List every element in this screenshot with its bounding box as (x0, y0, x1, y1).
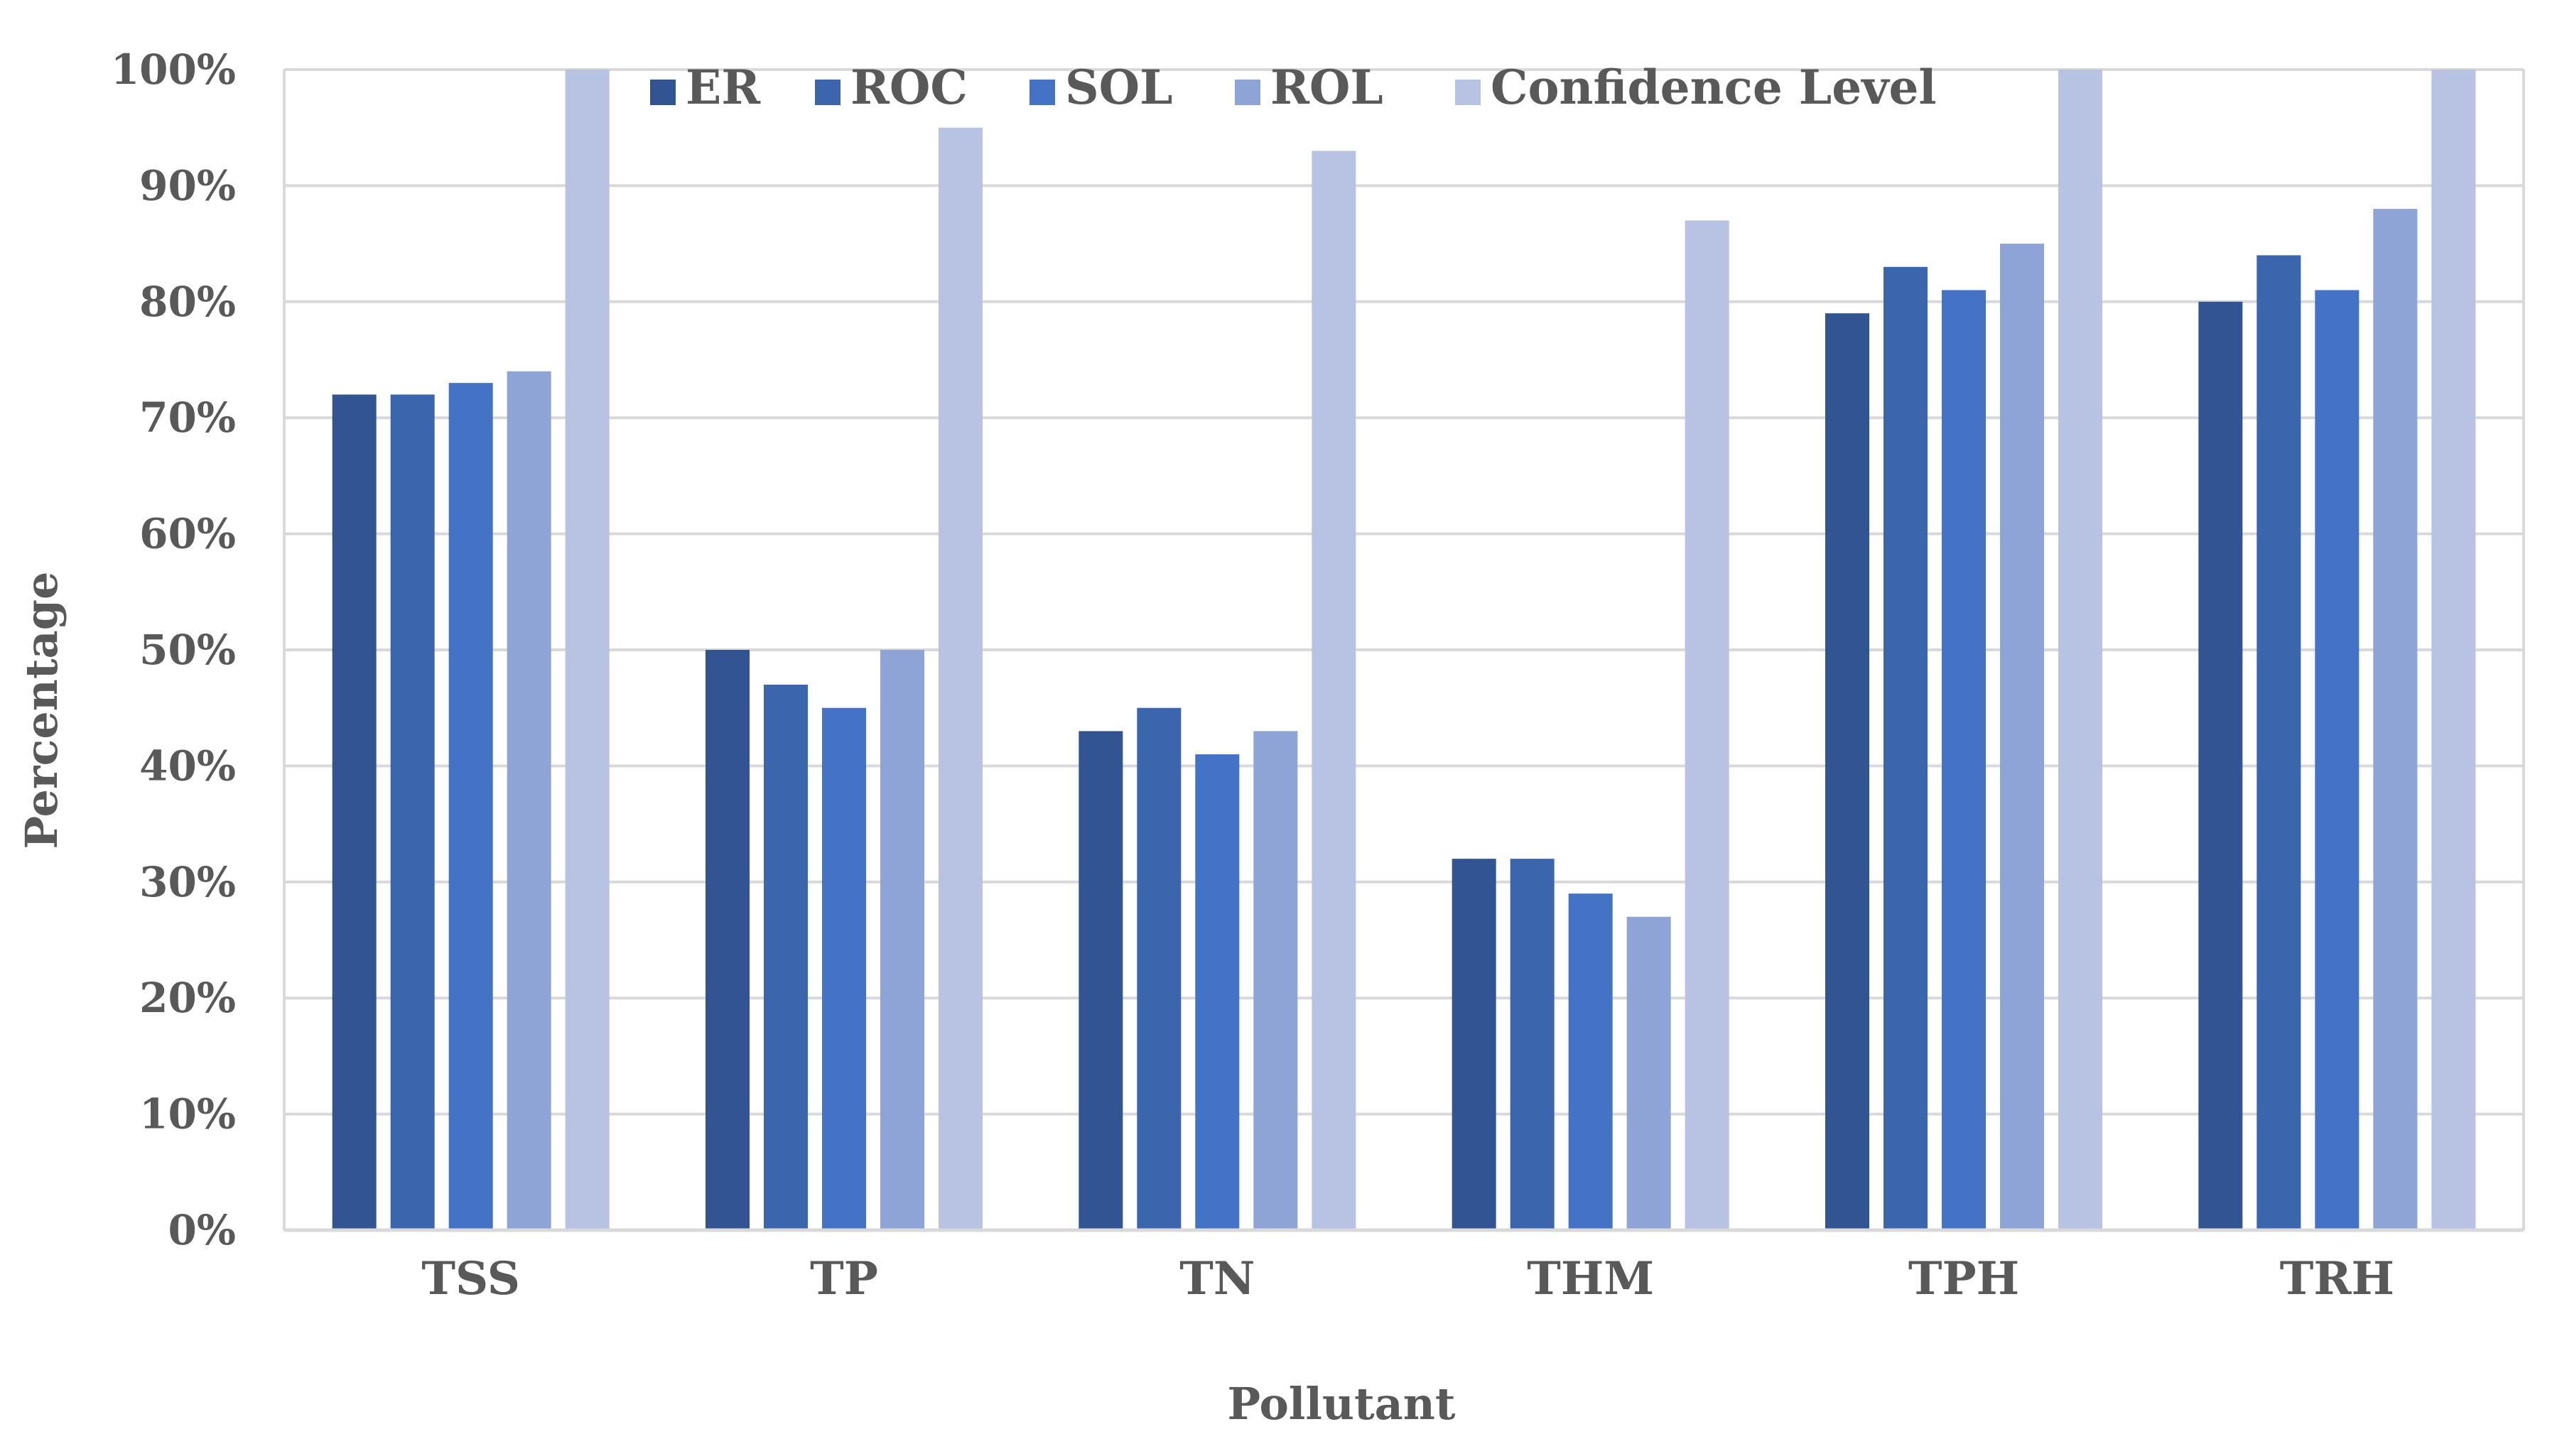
bar-tp-confidence-level (939, 127, 983, 1231)
y-tick-label: 10% (139, 1090, 236, 1139)
bar-tn-rol (1253, 731, 1298, 1230)
y-tick-label: 60% (139, 510, 236, 558)
bar-tn-confidence-level (1312, 151, 1356, 1230)
bar-tss-roc (390, 394, 435, 1230)
y-tick-label: 20% (139, 974, 236, 1022)
bar-trh-roc (2256, 255, 2301, 1231)
y-tick-label: 80% (139, 278, 236, 326)
legend-label-er: ER (686, 60, 761, 115)
y-tick-label: 100% (111, 45, 236, 94)
legend-label-confidence-level: Confidence Level (1491, 60, 1937, 115)
axes: 0% 10% 20% 30% 40% 50% 60% 70% 80% 90% 100% TSS TP TN… (111, 45, 2524, 1305)
x-tick-label: TPH (1908, 1252, 2019, 1305)
x-tick-label: TRH (2280, 1252, 2394, 1305)
bar-tph-sol (1942, 290, 1986, 1231)
x-tick-label: TSS (421, 1252, 520, 1305)
bar-tph-er (1825, 313, 1869, 1230)
bar-tp-sol (822, 707, 866, 1230)
bar-thm-sol (1568, 893, 1613, 1230)
bar-tn-roc (1137, 707, 1182, 1230)
y-tick-label: 50% (139, 626, 236, 674)
y-tick-label: 90% (139, 161, 236, 210)
bar-thm-rol (1626, 916, 1671, 1230)
bar-tss-er (332, 394, 377, 1230)
legend-label-sol: SOL (1065, 60, 1173, 115)
bar-tp-er (706, 650, 750, 1230)
bar-thm-er (1452, 859, 1496, 1230)
y-tick-label: 0% (168, 1206, 236, 1254)
bar-tn-sol (1195, 754, 1240, 1230)
legend-swatch-sol (1029, 80, 1055, 105)
bar-thm-roc (1510, 859, 1555, 1230)
legend-swatch-roc (815, 80, 841, 105)
bar-tp-rol (880, 650, 924, 1230)
bar-tss-sol (448, 383, 493, 1231)
legend-label-rol: ROL (1270, 60, 1383, 115)
legend: ER ROC SOL ROL Confidence Level (650, 60, 1937, 115)
bar-tn-er (1079, 731, 1123, 1230)
bar-tph-rol (2000, 244, 2044, 1231)
bar-trh-confidence-level (2431, 70, 2476, 1230)
bar-tp-roc (764, 685, 808, 1230)
y-tick-label: 70% (139, 393, 236, 442)
legend-swatch-confidence-level (1455, 80, 1481, 105)
y-axis-title: Percentage (16, 572, 67, 849)
bar-thm-confidence-level (1685, 220, 1729, 1230)
legend-label-roc: ROC (850, 60, 968, 115)
bar-tph-roc (1883, 266, 1928, 1230)
bar-trh-er (2198, 301, 2243, 1230)
bar-trh-sol (2315, 290, 2360, 1231)
x-tick-label: THM (1527, 1252, 1654, 1305)
gridlines (283, 68, 2525, 1232)
bars (332, 70, 2476, 1231)
x-tick-label: TP (810, 1252, 878, 1305)
bar-tss-confidence-level (565, 70, 610, 1230)
legend-swatch-er (650, 80, 676, 105)
y-tick-label: 40% (139, 741, 236, 790)
bar-tph-confidence-level (2058, 70, 2102, 1230)
legend-swatch-rol (1235, 80, 1260, 105)
x-tick-label: TN (1179, 1252, 1255, 1305)
x-axis-title: Pollutant (1227, 1378, 1455, 1430)
bar-trh-rol (2373, 209, 2418, 1231)
bar-tss-rol (507, 371, 551, 1230)
y-tick-label: 30% (139, 858, 236, 906)
